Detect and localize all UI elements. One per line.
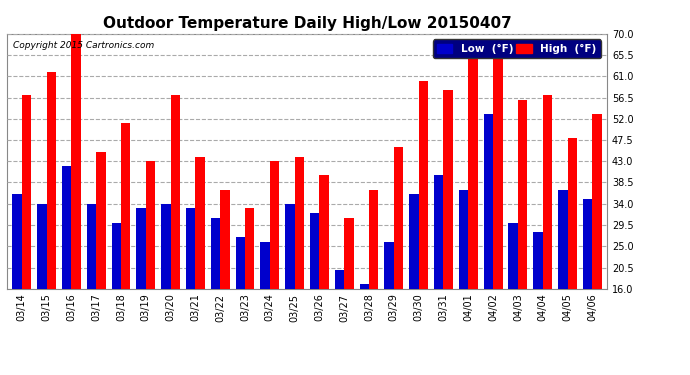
- Bar: [319, 176, 329, 289]
- Bar: [186, 209, 195, 289]
- Bar: [220, 190, 230, 289]
- Bar: [260, 242, 270, 289]
- Bar: [37, 204, 47, 289]
- Bar: [558, 190, 567, 289]
- Bar: [295, 156, 304, 289]
- Bar: [384, 242, 394, 289]
- Legend: Low  (°F), High  (°F): Low (°F), High (°F): [433, 39, 601, 58]
- Bar: [96, 152, 106, 289]
- Bar: [47, 72, 56, 289]
- Bar: [518, 100, 527, 289]
- Bar: [344, 218, 354, 289]
- Bar: [12, 194, 22, 289]
- Bar: [419, 81, 428, 289]
- Bar: [71, 34, 81, 289]
- Bar: [270, 161, 279, 289]
- Bar: [459, 190, 469, 289]
- Bar: [285, 204, 295, 289]
- Bar: [359, 284, 369, 289]
- Bar: [211, 218, 220, 289]
- Bar: [434, 176, 444, 289]
- Bar: [543, 95, 552, 289]
- Bar: [469, 57, 477, 289]
- Bar: [112, 223, 121, 289]
- Bar: [137, 209, 146, 289]
- Bar: [444, 90, 453, 289]
- Bar: [235, 237, 245, 289]
- Bar: [121, 123, 130, 289]
- Bar: [310, 213, 319, 289]
- Bar: [170, 95, 180, 289]
- Bar: [335, 270, 344, 289]
- Bar: [509, 223, 518, 289]
- Bar: [484, 114, 493, 289]
- Bar: [493, 53, 502, 289]
- Bar: [161, 204, 170, 289]
- Bar: [567, 138, 577, 289]
- Bar: [394, 147, 403, 289]
- Text: Copyright 2015 Cartronics.com: Copyright 2015 Cartronics.com: [13, 41, 154, 50]
- Title: Outdoor Temperature Daily High/Low 20150407: Outdoor Temperature Daily High/Low 20150…: [103, 16, 511, 31]
- Bar: [195, 156, 205, 289]
- Bar: [369, 190, 379, 289]
- Bar: [146, 161, 155, 289]
- Bar: [62, 166, 71, 289]
- Bar: [87, 204, 96, 289]
- Bar: [583, 199, 592, 289]
- Bar: [22, 95, 31, 289]
- Bar: [592, 114, 602, 289]
- Bar: [409, 194, 419, 289]
- Bar: [245, 209, 255, 289]
- Bar: [533, 232, 543, 289]
